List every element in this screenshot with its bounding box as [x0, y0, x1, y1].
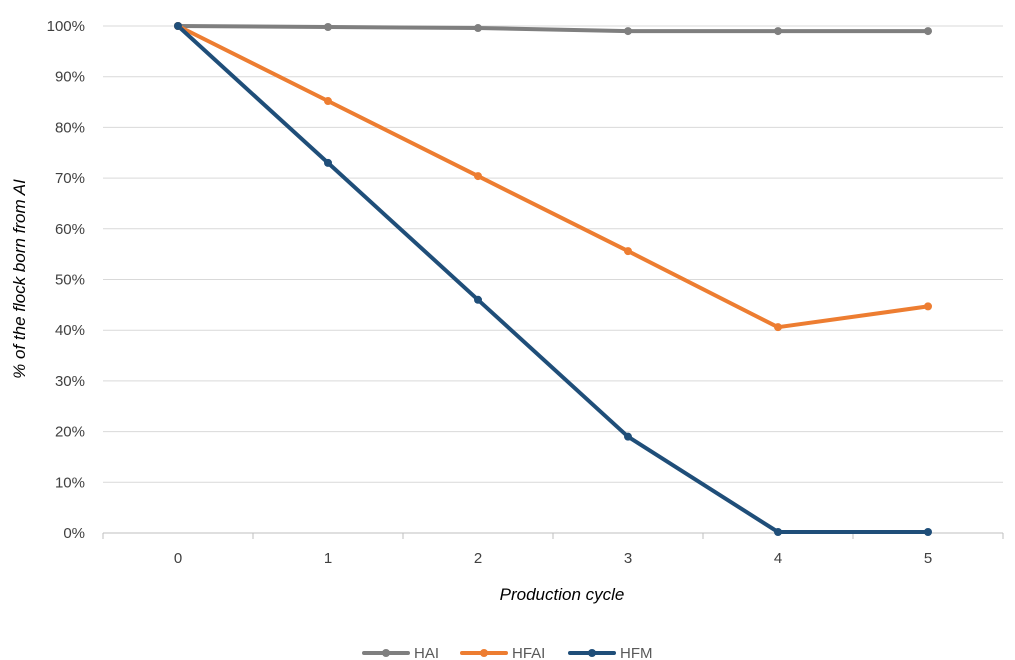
series-line-hfm [176, 24, 930, 534]
legend-label-hfai: HFAI [512, 645, 545, 660]
x-tick-label: 4 [774, 550, 782, 567]
y-tick-label: 30% [55, 373, 85, 390]
y-tick-label: 60% [55, 221, 85, 238]
legend-item-hfm: HFM [568, 645, 653, 660]
data-point-hai [324, 23, 332, 32]
legend-marker-hfai [480, 649, 488, 657]
legend: HAI HFAI HFM [362, 645, 653, 660]
y-tick-label: 20% [55, 424, 85, 441]
x-tick-label: 1 [324, 550, 332, 567]
data-point-hfai [924, 302, 932, 311]
x-tick-label: 2 [474, 550, 482, 567]
y-tick-label: 100% [47, 18, 85, 35]
data-point-hfm [924, 527, 932, 536]
gridlines [103, 25, 1003, 483]
data-point-hai [474, 24, 482, 33]
legend-label-hfm: HFM [620, 645, 653, 660]
series-line-hai [176, 24, 930, 34]
data-point-hai [924, 27, 932, 36]
y-tick-label: 40% [55, 322, 85, 339]
series-points [174, 22, 932, 536]
data-point-hfm [174, 22, 182, 30]
y-tick-label: 70% [55, 170, 85, 187]
legend-label-hai: HAI [414, 645, 439, 660]
data-point-hfai [774, 323, 782, 332]
y-tick-label: 0% [63, 525, 85, 542]
x-tick-label: 5 [924, 550, 932, 567]
x-tick-label: 3 [624, 550, 632, 567]
data-point-hfm [474, 295, 482, 304]
y-tick-label: 10% [55, 474, 85, 491]
data-point-hai [624, 27, 632, 36]
legend-marker-hfm [588, 649, 596, 657]
y-axis-tick-labels: 0% 10% 20% 30% 40% 50% 60% 70% 80% 90% 100% [47, 18, 85, 542]
y-tick-label: 90% [55, 69, 85, 86]
legend-item-hai: HAI [362, 645, 439, 660]
data-point-hfm [774, 527, 782, 536]
y-axis-title: % of the flock born from AI [10, 179, 29, 379]
data-point-hfm [624, 432, 632, 441]
legend-marker-hai [382, 649, 390, 657]
data-point-hfai [324, 97, 332, 106]
legend-item-hfai: HFAI [460, 645, 545, 660]
data-point-hfai [474, 172, 482, 181]
data-point-hfm [324, 158, 332, 167]
x-axis-tick-labels: 0 1 2 3 4 5 [174, 550, 932, 567]
series-line-hfai [176, 24, 930, 330]
series-lines [176, 24, 930, 534]
y-tick-label: 80% [55, 119, 85, 136]
x-tick-label: 0 [174, 550, 182, 567]
data-point-hai [774, 27, 782, 36]
y-tick-label: 50% [55, 272, 85, 289]
data-point-hfai [624, 247, 632, 256]
x-axis-title: Production cycle [500, 585, 625, 604]
